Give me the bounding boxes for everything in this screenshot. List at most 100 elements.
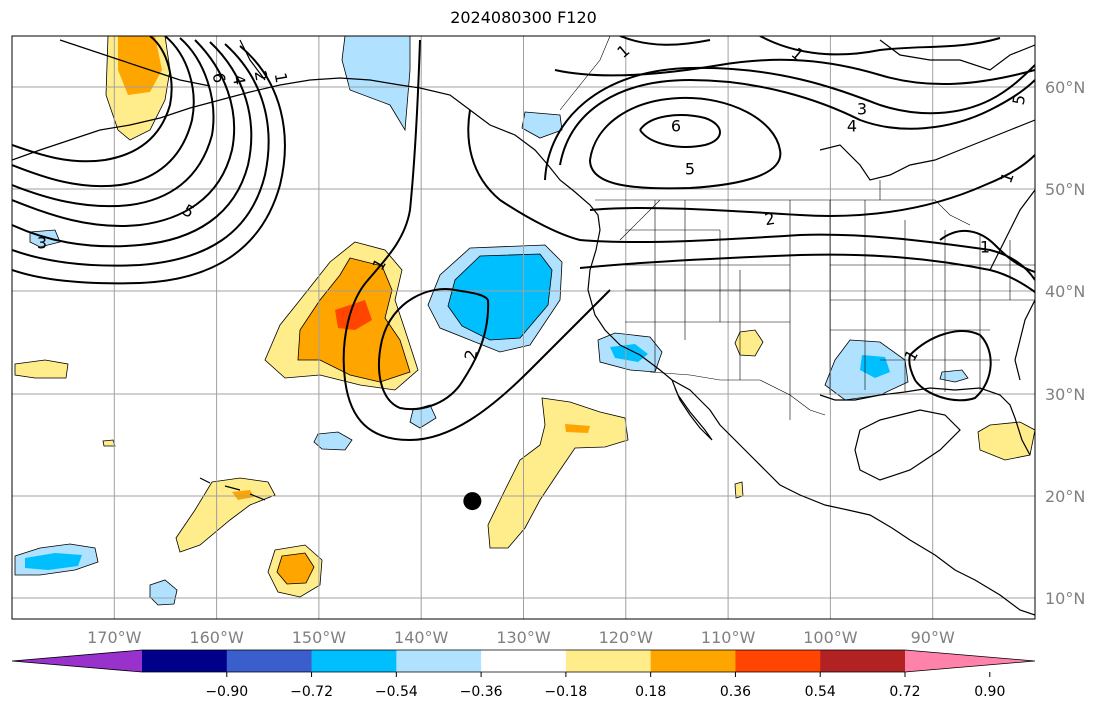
longitude-tick-label: 160°W: [189, 628, 244, 647]
coastline-hudson: [819, 39, 1035, 181]
map-frame: [11, 35, 1036, 620]
contour-aleutian-5: [12, 37, 215, 208]
contour-label: 6: [209, 71, 229, 84]
contour-ridge-6: [639, 114, 721, 148]
contour-aleutian-7: [12, 36, 173, 163]
state-borders: [559, 36, 1035, 420]
anomaly-negative-near-low: [409, 404, 437, 429]
colorbar-segment: [565, 650, 652, 672]
contour-north-2: [759, 36, 1001, 56]
latitude-tick-label: 40°N: [1045, 282, 1085, 301]
coastline-gulf-of-mexico: [819, 387, 1031, 481]
coastline-baja: [671, 379, 713, 441]
contour-label: 2: [763, 209, 776, 229]
contour-coast-2: [579, 253, 1035, 293]
contour-ridge-2: [589, 154, 1035, 217]
colorbar-tick-label: −0.72: [290, 684, 333, 700]
coastline-east: [989, 189, 1035, 381]
contour-aleutian-1: [12, 39, 236, 227]
contour-label: 3: [857, 100, 867, 119]
longitude-tick-label: 110°W: [701, 628, 756, 647]
contour-aleutian-2: [12, 41, 253, 248]
contour-label: 5: [1009, 93, 1029, 106]
longitude-tick-label: 100°W: [803, 628, 858, 647]
colorbar-segment: [226, 650, 313, 672]
contour-label: 2: [251, 69, 271, 82]
anomaly-negative-texas-inner: [860, 355, 890, 378]
graticule: [12, 36, 1035, 619]
colorbar-tick-label: 0.18: [635, 684, 666, 700]
contour-label: 5: [685, 160, 695, 179]
anomaly-positive-eastpac-core: [335, 300, 372, 330]
anomaly-negative-gulf-small: [939, 369, 969, 383]
longitude-tick-label: 90°W: [911, 628, 955, 647]
contour-ridge-5: [589, 96, 782, 190]
anomaly-positive-westmost: [14, 359, 69, 379]
contour-coast-1: [467, 109, 1035, 281]
colorbar-tick-label: 0.90: [974, 684, 1005, 700]
anomaly-negative-bc: [521, 111, 563, 139]
anomaly-positive-newmexico: [734, 329, 764, 357]
anomaly-negative-southwest-inner: [25, 553, 82, 570]
colorbar-extend-low: [12, 650, 142, 672]
anomaly-positive-pacific-tiny: [102, 439, 116, 447]
anomaly-positive-hawaii-core: [232, 490, 254, 500]
longitude-tick-label: 120°W: [599, 628, 654, 647]
latitude-tick-label: 50°N: [1045, 180, 1085, 199]
coastline-alaska: [12, 39, 421, 161]
contour-label: 1: [980, 238, 990, 257]
latitude-tick-label: 20°N: [1045, 487, 1085, 506]
colorbar-tick-label: 0.36: [720, 684, 751, 700]
colorbar-outline: [11, 649, 1036, 673]
chart-title: 2024080300 F120: [450, 8, 597, 27]
shaded-anomalies: [14, 36, 1035, 606]
longitude-tick-label: 170°W: [87, 628, 142, 647]
colorbar-tick-label: −0.54: [375, 684, 418, 700]
colorbar-segment: [481, 650, 567, 672]
contour-aleutian-3: [12, 43, 270, 267]
anomaly-positive-south-inner: [276, 552, 315, 585]
anomaly-negative-central: [313, 431, 353, 451]
contour-ridge-3: [544, 64, 1035, 181]
border-us-mexico: [649, 371, 826, 416]
latitude-tick-label: 60°N: [1045, 78, 1085, 97]
colorbar-tick-label: −0.18: [544, 684, 587, 700]
contour-aleutian-6: [12, 36, 195, 188]
contour-label: 4: [847, 117, 857, 136]
anomaly-negative-offshore-inner: [447, 253, 553, 341]
latitude-labels: 60°N 50°N 40°N 30°N 20°N 10°N: [1045, 78, 1085, 608]
political-borders: [559, 36, 1035, 420]
storm-center-marker: [463, 492, 482, 511]
contour-north-1: [619, 36, 711, 46]
coastlines: [12, 39, 1035, 616]
anomaly-positive-florida: [977, 421, 1035, 461]
contour-trough-2: [378, 288, 490, 411]
contour-aleutian-4: [12, 45, 286, 285]
colorbar-tick-label: 0.54: [805, 684, 836, 700]
colorbar-tick-label: −0.90: [205, 684, 248, 700]
longitude-tick-label: 150°W: [292, 628, 347, 647]
colorbar-segment: [311, 650, 397, 672]
contour-ridge-1: [554, 58, 1035, 86]
colorbar-tick-label: 0.72: [889, 684, 920, 700]
longitude-labels: 170°W 160°W 150°W 140°W 130°W 120°W 110°W 100°W…: [87, 628, 955, 647]
anomaly-positive-alaska-inner: [118, 36, 162, 95]
anomaly-negative-small-south: [149, 579, 178, 606]
contour-ridge-4: [559, 78, 1035, 166]
colorbar-segment: [142, 650, 228, 672]
colorbar-extend-high: [905, 650, 1035, 672]
colorbar-segment: [735, 650, 821, 672]
contour-trough-1: [342, 39, 611, 442]
colorbar: −0.90 −0.72 −0.54 −0.36 −0.18 0.18 0.36 0.54 0.7…: [11, 649, 1036, 700]
latitude-tick-label: 10°N: [1045, 589, 1085, 608]
longitude-tick-label: 140°W: [394, 628, 449, 647]
contour-lakes: [939, 229, 1035, 273]
colorbar-tick-label: −0.36: [460, 684, 503, 700]
anomaly-positive-southeast-core: [565, 424, 590, 433]
contours: [12, 36, 1035, 442]
border-us-canada: [595, 180, 971, 226]
anomaly-negative-socal-inner: [610, 344, 648, 362]
colorbar-segment: [820, 650, 906, 672]
contour-label: 3: [37, 234, 47, 253]
